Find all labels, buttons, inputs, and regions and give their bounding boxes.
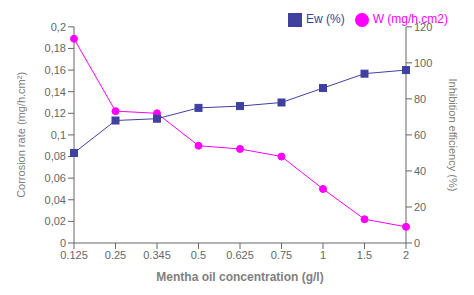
svg-text:0,16: 0,16: [45, 64, 66, 76]
svg-text:0.25: 0.25: [105, 249, 126, 261]
svg-text:0,14: 0,14: [45, 86, 66, 98]
svg-text:0.125: 0.125: [60, 249, 88, 261]
svg-text:0,12: 0,12: [45, 107, 66, 119]
svg-text:0.5: 0.5: [191, 249, 206, 261]
svg-text:0,2: 0,2: [51, 21, 66, 33]
svg-text:0,04: 0,04: [45, 194, 66, 206]
svg-text:1.5: 1.5: [357, 249, 372, 261]
svg-text:0.625: 0.625: [226, 249, 254, 261]
svg-text:Mentha oil concentration (g/l): Mentha oil concentration (g/l): [156, 270, 323, 284]
svg-text:100: 100: [414, 57, 432, 69]
svg-text:0.75: 0.75: [271, 249, 292, 261]
svg-text:60: 60: [414, 129, 426, 141]
svg-text:120: 120: [414, 21, 432, 33]
svg-text:Inhibition efficiency (%): Inhibition efficiency (%): [447, 78, 459, 191]
svg-text:0,18: 0,18: [45, 42, 66, 54]
svg-text:0,08: 0,08: [45, 150, 66, 162]
svg-text:40: 40: [414, 165, 426, 177]
svg-text:0,06: 0,06: [45, 172, 66, 184]
svg-text:0.345: 0.345: [143, 249, 171, 261]
svg-text:1: 1: [320, 249, 326, 261]
svg-text:0: 0: [60, 237, 66, 249]
svg-text:20: 20: [414, 201, 426, 213]
svg-text:2: 2: [403, 249, 409, 261]
svg-text:0: 0: [414, 237, 420, 249]
svg-text:80: 80: [414, 93, 426, 105]
svg-text:0,02: 0,02: [45, 215, 66, 227]
svg-text:Corrosion rate (mg/h.cm²): Corrosion rate (mg/h.cm²): [15, 72, 27, 198]
svg-text:0,1: 0,1: [51, 129, 66, 141]
